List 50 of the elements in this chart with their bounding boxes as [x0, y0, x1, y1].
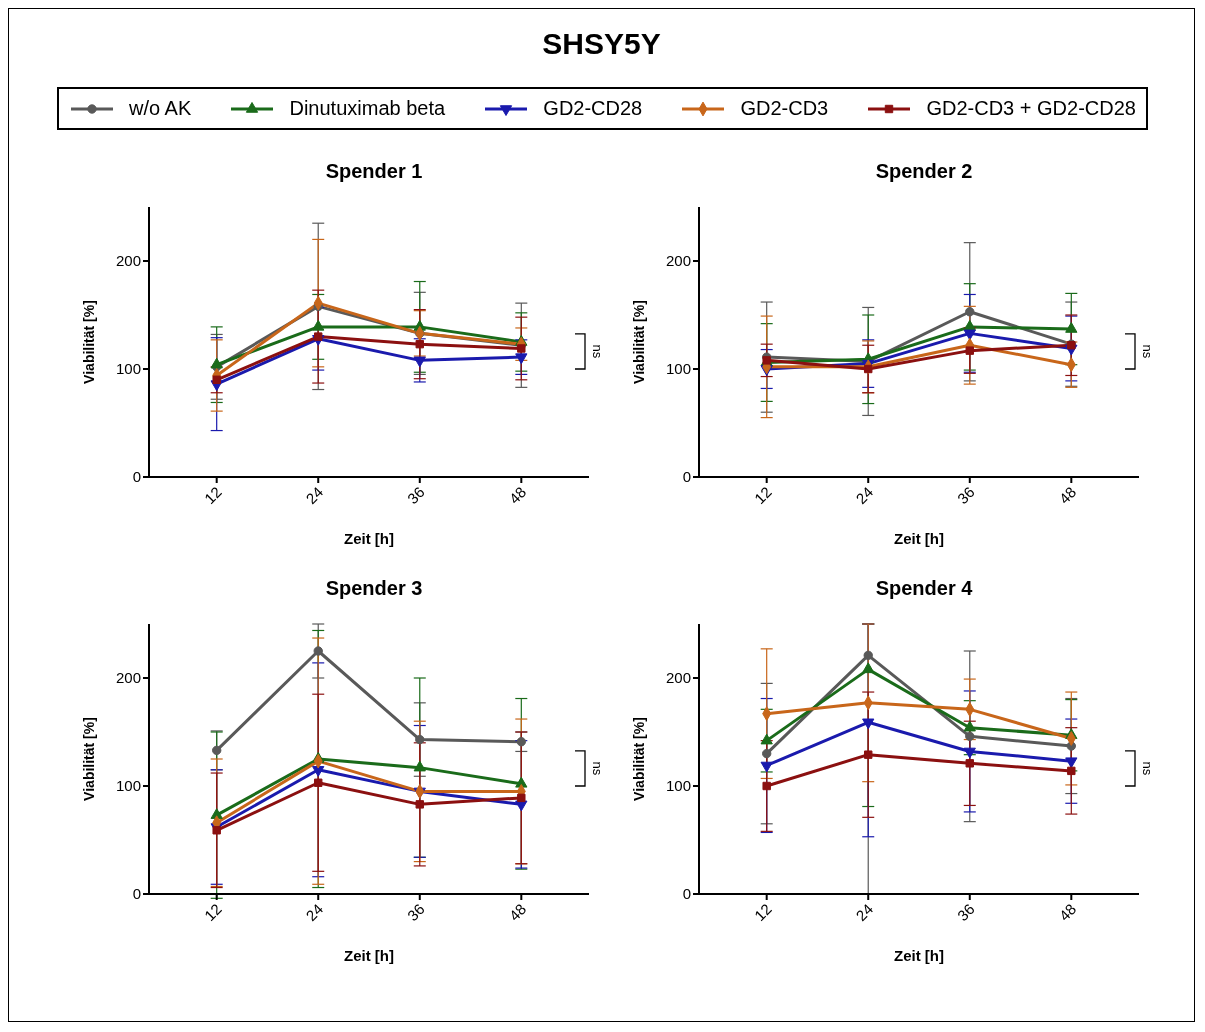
y-tick-label: 0 [132, 468, 141, 486]
x-tick-label: 48 [505, 900, 530, 925]
x-tick-label: 12 [750, 483, 775, 508]
bracket: ns [574, 750, 605, 787]
x-tick-label: 36 [403, 483, 428, 508]
chart-title: SHSY5Y [541, 27, 662, 61]
bracket: ns [1124, 750, 1155, 787]
x-tick-label: 48 [1055, 483, 1080, 508]
x-tick-label: 24 [302, 483, 327, 508]
legend-label: GD2-CD28 [543, 97, 643, 120]
x-tick-label: 36 [953, 900, 978, 925]
x-axis-title: Zeit [h] [894, 947, 944, 964]
x-tick-label: 48 [1055, 900, 1080, 925]
y-tick-label: 200 [115, 252, 141, 270]
x-tick-label: 12 [200, 900, 225, 925]
y-axis-title: Viabilität [%] [80, 300, 97, 384]
y-tick-label: 0 [132, 885, 141, 903]
x-tick-label: 24 [852, 483, 877, 508]
legend-label: GD2-CD3 [740, 97, 829, 120]
y-tick-label: 200 [665, 669, 691, 687]
x-tick-label: 48 [505, 483, 530, 508]
y-axis-title: Viabilität [%] [630, 300, 647, 384]
x-tick-label: 24 [852, 900, 877, 925]
y-tick-label: 100 [665, 777, 691, 795]
bracket: ns [1124, 333, 1155, 370]
x-axis-title: Zeit [h] [344, 530, 394, 547]
x-axis-title: Zeit [h] [344, 947, 394, 964]
x-tick-label: 36 [953, 483, 978, 508]
y-tick-label: 200 [115, 669, 141, 687]
chart-subtitle: Spender 2 [874, 160, 974, 183]
x-tick-label: 24 [302, 900, 327, 925]
chart-subtitle: Spender 4 [874, 577, 974, 600]
x-axis-title: Zeit [h] [894, 530, 944, 547]
legend-label: w/o AK [129, 97, 192, 120]
legend-label: GD2-CD3 + GD2-CD28 [926, 97, 1136, 120]
y-tick-label: 100 [115, 360, 141, 378]
y-axis-title: Viabilität [%] [80, 717, 97, 801]
chart-subtitle: Spender 1 [324, 160, 424, 183]
y-tick-label: 0 [682, 468, 691, 486]
x-tick-label: 12 [750, 900, 775, 925]
x-tick-label: 36 [403, 900, 428, 925]
y-tick-label: 100 [115, 777, 141, 795]
bracket: ns [574, 333, 605, 370]
y-tick-label: 0 [682, 885, 691, 903]
legend-label: Dinutuximab beta [289, 97, 446, 120]
y-tick-label: 100 [665, 360, 691, 378]
x-tick-label: 12 [200, 483, 225, 508]
y-axis-title: Viabilität [%] [630, 717, 647, 801]
chart-subtitle: Spender 3 [324, 577, 424, 600]
y-tick-label: 200 [665, 252, 691, 270]
